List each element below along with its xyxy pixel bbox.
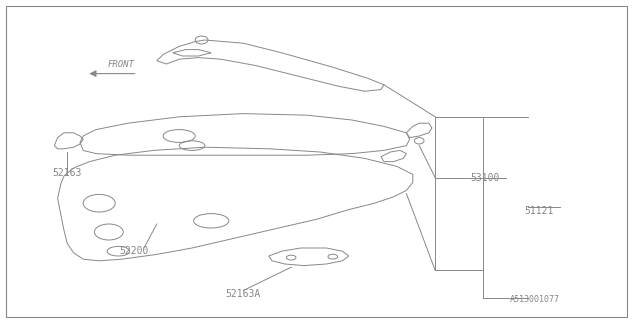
Text: 52200: 52200 [120, 246, 149, 256]
Text: FRONT: FRONT [108, 60, 134, 69]
Text: 53100: 53100 [470, 172, 500, 183]
Text: 52163A: 52163A [225, 289, 261, 300]
Text: 52163: 52163 [52, 168, 82, 178]
Text: 51121: 51121 [525, 206, 554, 216]
Text: A513001077: A513001077 [510, 295, 560, 304]
